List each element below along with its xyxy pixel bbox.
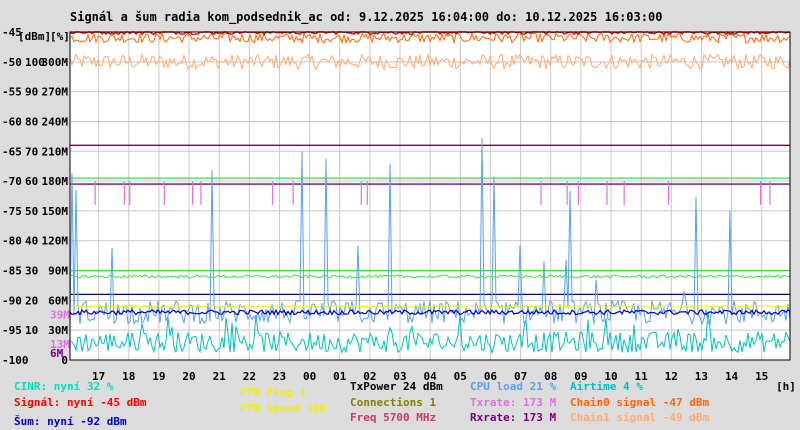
y-rate-tick: 0 (61, 354, 68, 367)
legend-cinr: CINR: nyní 32 % (14, 380, 114, 393)
y-rate-tick: 210M (42, 145, 69, 158)
y-dbm-tick: -80 (2, 235, 22, 248)
y-pct-tick: 60 (25, 175, 38, 188)
x-tick: 20 (182, 370, 195, 383)
x-tick: 18 (122, 370, 135, 383)
y-rate-tick: 60M (48, 294, 68, 307)
y-pct-tick: 10 (25, 324, 38, 337)
chart-title: Signál a šum radia kom_podsednik_ac od: … (70, 10, 663, 24)
x-tick: 11 (635, 370, 649, 383)
y-dbm-unit: [dBm] (18, 30, 51, 43)
y-dbm-tick: -45 (2, 26, 22, 39)
x-axis-unit: [h] (776, 380, 796, 393)
x-tick: 05 (454, 370, 467, 383)
y-pct-tick: 70 (25, 145, 38, 158)
y-dbm-tick: -60 (2, 115, 22, 128)
x-tick: 23 (273, 370, 286, 383)
side-label-6m: 6M (50, 347, 64, 360)
y-pct-tick: 80 (25, 115, 38, 128)
x-tick: 06 (484, 370, 498, 383)
x-tick: 19 (152, 370, 165, 383)
y-pct-unit: [%] (50, 30, 70, 43)
y-dbm-tick: -90 (2, 294, 22, 307)
y-dbm-tick: -70 (2, 175, 22, 188)
y-dbm-tick: -85 (2, 265, 22, 278)
x-tick: 08 (544, 370, 557, 383)
y-dbm-tick: -75 (2, 205, 22, 218)
series-cpu-load (69, 137, 791, 326)
y-rate-tick: 270M (42, 86, 69, 99)
y-pct-tick: 20 (25, 294, 38, 307)
y-pct-tick: 40 (25, 235, 38, 248)
side-label-39m: 39M (50, 308, 70, 321)
y-pct-tick: 90 (25, 86, 38, 99)
plot-border (69, 31, 791, 361)
y-dbm-tick: -95 (2, 324, 22, 337)
series-noise (69, 308, 791, 316)
x-tick: 09 (574, 370, 587, 383)
legend-eth-plug: ETH Plug 1 (240, 386, 307, 399)
y-rate-tick: 180M (42, 175, 69, 188)
legend-chain0: Chain0 signal -47 dBm (570, 396, 710, 409)
y-rate-tick: 120M (42, 235, 69, 248)
legend-connections: Connections 1 (350, 396, 437, 409)
series-connections-green (69, 274, 791, 279)
legend-noise: Šum: nyní -92 dBm (14, 415, 127, 428)
y-dbm-tick: -65 (2, 145, 22, 158)
legend-eth-speed: ETH Speed 100 (240, 402, 327, 415)
legend-txpower: TxPower 24 dBm (350, 380, 443, 393)
y-dbm-tick: -100 (2, 354, 29, 367)
legend-airtime: Airtime 4 % (570, 380, 643, 393)
x-tick: 21 (213, 370, 227, 383)
x-tick: 10 (604, 370, 617, 383)
series-chain1-signal (69, 52, 791, 71)
y-dbm-tick: -55 (2, 86, 22, 99)
x-tick: 15 (755, 370, 768, 383)
x-tick: 17 (92, 370, 105, 383)
y-pct-tick: 50 (25, 205, 38, 218)
legend-cpu-load: CPU load 21 % (470, 380, 557, 393)
legend-rxrate: Rxrate: 173 M (470, 411, 557, 424)
y-pct-tick: 100 (25, 56, 45, 69)
x-tick: 00 (303, 370, 316, 383)
x-tick: 01 (333, 370, 347, 383)
x-tick: 02 (363, 370, 376, 383)
series-eth-plug (69, 304, 791, 308)
x-tick: 22 (243, 370, 256, 383)
series-chain0-signal (69, 31, 791, 45)
x-tick: 12 (665, 370, 678, 383)
x-tick: 03 (393, 370, 406, 383)
legend-signal: Signál: nyní -45 dBm (14, 396, 147, 409)
y-rate-tick: 150M (42, 205, 69, 218)
y-pct-tick: 30 (25, 265, 38, 278)
x-tick: 07 (514, 370, 527, 383)
side-label-13m: 13M (50, 338, 70, 351)
series-airtime (69, 311, 791, 355)
x-tick: 13 (695, 370, 708, 383)
legend-chain1: Chain1 signal -49 dBm (570, 411, 710, 424)
y-rate-tick: 90M (48, 265, 68, 278)
legend-freq: Freq 5700 MHz (350, 411, 437, 424)
y-dbm-tick: -50 (2, 56, 22, 69)
legend-txrate: Txrate: 173 M (470, 396, 557, 409)
y-rate-tick: 300M (42, 56, 69, 69)
y-rate-tick: 30M (48, 324, 68, 337)
x-tick: 04 (424, 370, 438, 383)
y-rate-tick: 240M (42, 115, 69, 128)
x-tick: 14 (725, 370, 739, 383)
